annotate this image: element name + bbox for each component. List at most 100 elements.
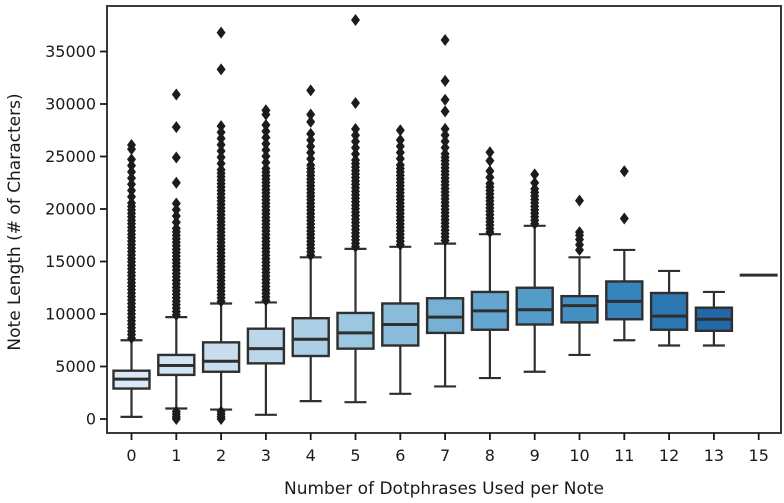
outlier-diamond <box>395 134 405 147</box>
y-tick-label: 0 <box>86 410 96 429</box>
x-axis-title: Number of Dotphrases Used per Note <box>284 479 604 499</box>
x-tick-label: 1 <box>171 446 181 465</box>
outlier-diamond <box>216 132 226 145</box>
outlier-diamond <box>171 197 181 210</box>
outlier-diamond <box>440 141 450 154</box>
outlier-diamond <box>619 212 629 225</box>
outlier-diamond <box>306 159 316 172</box>
outlier-diamond <box>171 151 181 164</box>
x-tick-label: 9 <box>530 446 540 465</box>
outlier-diamond <box>261 119 271 132</box>
y-tick-label: 15000 <box>45 252 96 271</box>
outlier-diamond <box>351 96 360 109</box>
box-category-3 <box>246 327 286 365</box>
outlier-diamond <box>351 147 360 160</box>
outlier-diamond <box>127 197 136 210</box>
x-tick-label: 10 <box>569 446 589 465</box>
outlier-diamond <box>485 154 495 167</box>
outlier-diamond <box>127 184 136 197</box>
box-category-12 <box>649 291 689 331</box>
outlier-diamond <box>619 165 629 178</box>
outlier-diamond <box>440 105 450 118</box>
outlier-diamond <box>171 216 181 229</box>
outlier-diamond <box>351 122 360 135</box>
outlier-diamond <box>351 135 360 148</box>
x-tick-label: 11 <box>614 446 634 465</box>
box-category-10 <box>560 294 599 324</box>
y-tick-label: 30000 <box>45 95 96 114</box>
x-tick-label: 13 <box>704 446 724 465</box>
outlier-diamond <box>440 122 450 135</box>
outlier-diamond <box>171 203 181 216</box>
outlier-diamond <box>306 108 316 121</box>
outlier-diamond <box>261 125 271 138</box>
outlier-diamond <box>306 146 316 159</box>
outlier-diamond <box>440 33 450 46</box>
outlier-diamond <box>395 124 405 137</box>
box-category-9 <box>515 286 554 326</box>
outlier-diamond <box>351 14 360 26</box>
outlier-diamond <box>261 150 271 163</box>
outlier-diamond <box>351 141 360 154</box>
outlier-diamond <box>216 145 226 158</box>
outlier-diamond <box>440 93 450 106</box>
outlier-diamond <box>127 159 136 172</box>
outlier-diamond <box>395 146 405 159</box>
y-tick-label: 20000 <box>45 200 96 219</box>
outlier-diamond <box>261 143 271 156</box>
outlier-diamond <box>171 405 181 418</box>
outlier-diamond <box>127 138 136 151</box>
outlier-diamond <box>485 171 495 184</box>
outlier-diamond <box>261 104 271 117</box>
outlier-diamond <box>216 138 226 151</box>
outlier-diamond <box>395 152 405 165</box>
outlier-diamond <box>261 137 271 150</box>
outlier-diamond <box>395 159 405 172</box>
outlier-diamond <box>127 172 136 185</box>
y-axis-title: Note Length (# of Characters) <box>5 93 25 350</box>
outlier-diamond <box>306 134 316 147</box>
outlier-diamond <box>127 165 136 178</box>
box-category-5 <box>336 311 375 350</box>
x-tick-label: 6 <box>395 446 405 465</box>
outlier-diamond <box>306 84 316 97</box>
box-category-7 <box>425 297 465 335</box>
outlier-diamond <box>127 190 136 203</box>
outlier-diamond <box>306 152 316 165</box>
outlier-diamond <box>440 74 450 87</box>
outlier-diamond <box>440 129 450 142</box>
y-tick-label: 5000 <box>55 357 96 376</box>
x-tick-label: 4 <box>306 446 316 465</box>
x-tick-label: 12 <box>659 446 679 465</box>
y-tick-label: 35000 <box>45 42 96 61</box>
outlier-diamond <box>216 163 226 176</box>
outlier-diamond <box>171 121 181 134</box>
x-tick-label: 0 <box>126 446 136 465</box>
outlier-diamond <box>530 183 540 196</box>
y-tick-label: 25000 <box>45 147 96 166</box>
box-category-2 <box>201 341 241 373</box>
outlier-diamond <box>171 88 181 101</box>
outlier-diamond <box>575 226 584 239</box>
box-category-4 <box>291 317 330 358</box>
x-tick-label: 2 <box>216 446 226 465</box>
outlier-diamond <box>306 115 316 128</box>
outlier-diamond <box>440 135 450 148</box>
outlier-diamond <box>261 131 271 144</box>
outlier-diamond <box>575 194 584 207</box>
outlier-diamond <box>261 162 271 175</box>
outlier-diamond <box>216 26 226 39</box>
outlier-diamond <box>530 176 540 189</box>
outlier-diamond <box>216 63 226 76</box>
outlier-diamond <box>261 156 271 169</box>
outlier-diamond <box>351 154 360 167</box>
outlier-diamond <box>485 165 495 178</box>
outlier-diamond <box>171 209 181 222</box>
y-tick-label: 10000 <box>45 305 96 324</box>
outlier-diamond <box>171 222 181 235</box>
outlier-diamond <box>171 176 181 189</box>
x-tick-label: 5 <box>350 446 360 465</box>
x-tick-label: 3 <box>261 446 271 465</box>
